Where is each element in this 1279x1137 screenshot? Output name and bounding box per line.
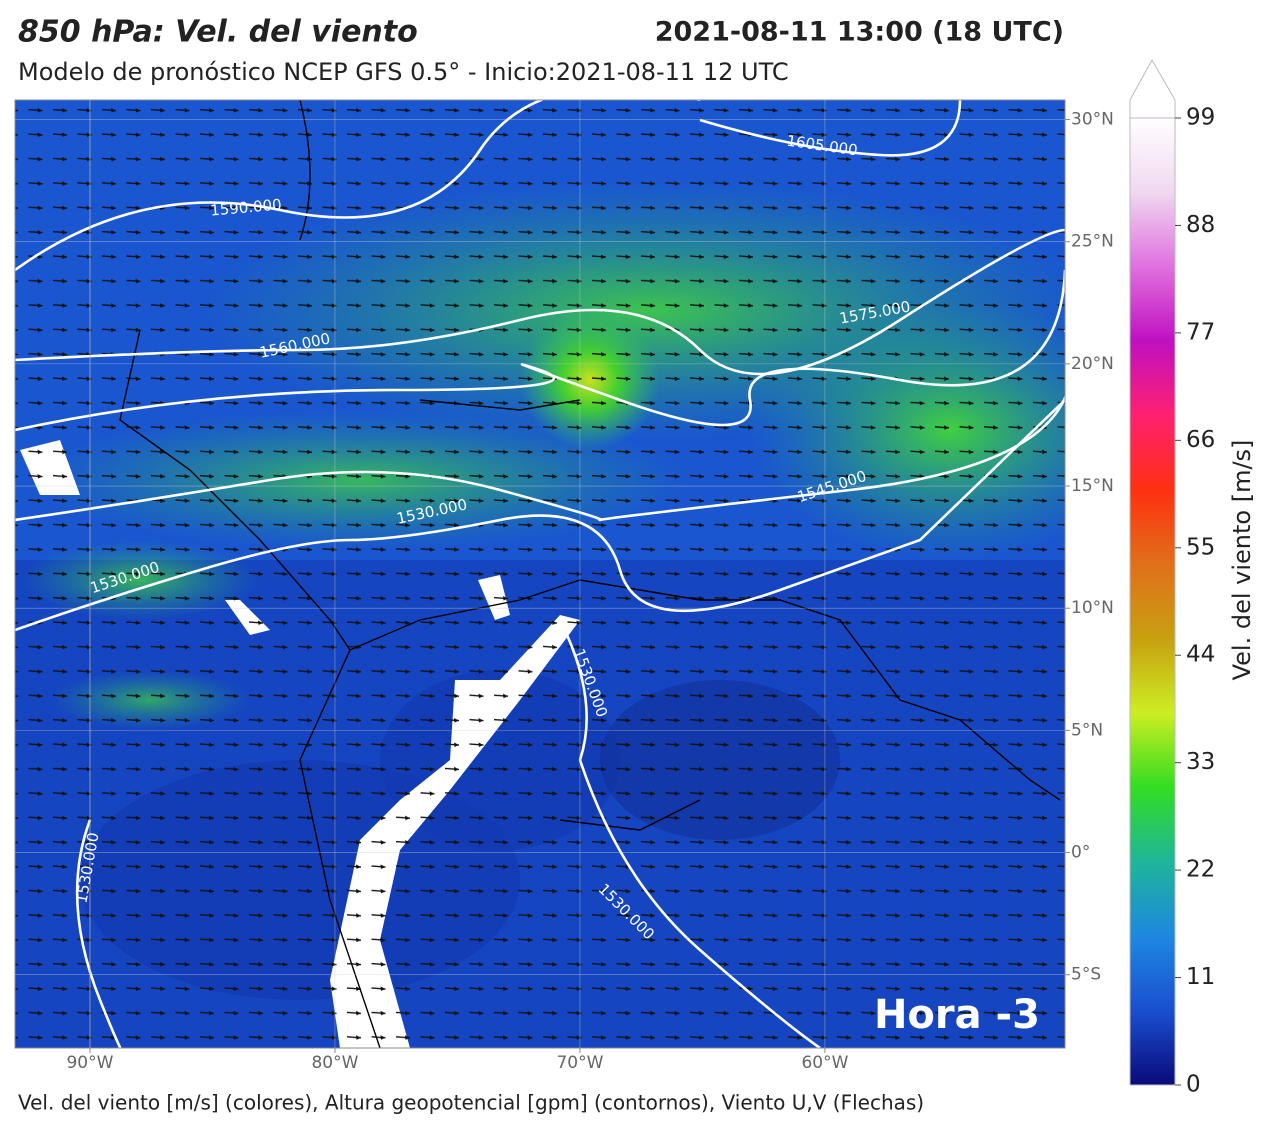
colorbar-tick-label: 22 <box>1186 857 1215 883</box>
colorbar-label: Vel. del viento [m/s] <box>1228 440 1256 681</box>
colorbar-tick-label: 55 <box>1186 534 1215 560</box>
lon-tick-label: 80°W <box>311 1053 358 1073</box>
lon-tick-label: 60°W <box>801 1053 848 1073</box>
lat-tick-label: 30°N <box>1071 110 1114 130</box>
lat-tick-label: 25°N <box>1071 232 1114 252</box>
overlay-label: Hora -3 <box>874 992 1040 1038</box>
colorbar-tick-label: 44 <box>1186 642 1215 668</box>
map-frame <box>14 99 1066 1049</box>
colorbar-extend <box>1129 58 1176 119</box>
colorbar-tick-label: 66 <box>1186 427 1215 453</box>
date: 2021-08-11 13:00 (18 UTC) <box>655 17 1064 48</box>
colorbar-tick-label: 88 <box>1186 212 1215 238</box>
lat-tick-label: 5°N <box>1071 720 1103 740</box>
map <box>15 100 1065 1048</box>
subtitle: Modelo de pronóstico NCEP GFS 0.5° - Ini… <box>18 58 789 86</box>
title: 850 hPa: Vel. del viento <box>18 15 418 50</box>
lon-tick-label: 70°W <box>556 1053 603 1073</box>
lat-tick-label: 5°S <box>1071 965 1101 985</box>
colorbar <box>1129 117 1176 1086</box>
lat-tick-label: 10°N <box>1071 598 1114 618</box>
colorbar-tick-label: 33 <box>1186 749 1215 775</box>
colorbar-tick-label: 0 <box>1186 1072 1201 1098</box>
lat-tick-label: 20°N <box>1071 354 1114 374</box>
lat-tick-label: 15°N <box>1071 476 1114 496</box>
footer: Vel. del viento [m/s] (colores), Altura … <box>18 1091 924 1115</box>
colorbar-tick-label: 11 <box>1186 964 1215 990</box>
colorbar-tick-label: 77 <box>1186 319 1215 345</box>
colorbar-tick-label: 99 <box>1186 105 1215 131</box>
lon-tick-label: 90°W <box>66 1053 113 1073</box>
lat-tick-label: 0° <box>1071 843 1090 863</box>
